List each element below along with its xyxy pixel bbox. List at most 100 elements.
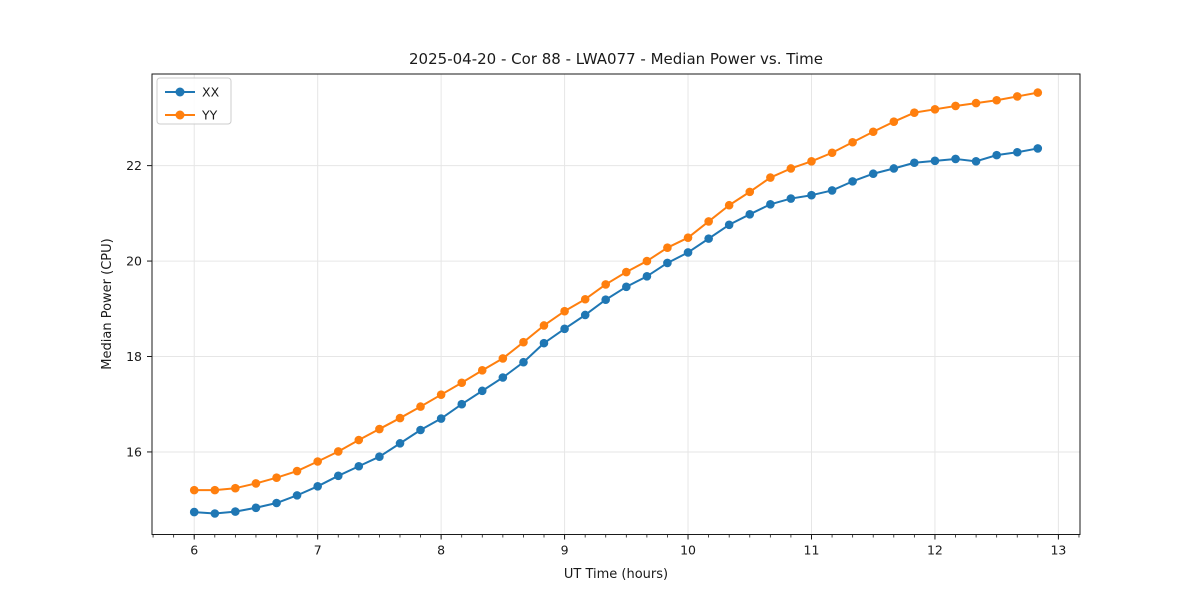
x-tick-label: 13 <box>1050 543 1066 558</box>
x-tick-label: 8 <box>437 543 445 558</box>
legend-label-XX: XX <box>202 85 220 100</box>
data-point-XX <box>313 482 322 491</box>
chart-title: 2025-04-20 - Cor 88 - LWA077 - Median Po… <box>409 50 823 68</box>
x-tick-label: 6 <box>190 543 198 558</box>
y-axis-label: Median Power (CPU) <box>100 238 115 369</box>
data-point-XX <box>642 272 652 281</box>
data-point-XX <box>848 177 857 186</box>
data-point-XX <box>210 509 220 518</box>
legend-marker-XX <box>175 87 185 97</box>
data-point-YY <box>539 321 549 330</box>
data-point-XX <box>601 295 610 305</box>
data-point-YY <box>992 95 1001 105</box>
data-point-YY <box>498 354 508 363</box>
data-point-XX <box>272 498 281 508</box>
data-point-XX <box>580 310 590 320</box>
legend-label-YY: YY <box>201 108 218 123</box>
y-tick-label: 20 <box>126 254 142 269</box>
y-tick-label: 16 <box>126 444 142 459</box>
data-point-YY <box>375 424 384 434</box>
x-tick-label: 9 <box>561 543 569 558</box>
data-point-XX <box>951 154 960 164</box>
x-tick-label: 10 <box>680 543 696 558</box>
data-point-YY <box>519 337 528 347</box>
data-point-XX <box>560 324 569 334</box>
data-point-YY <box>354 435 364 445</box>
y-tick-label: 22 <box>126 158 142 173</box>
plot-area: 6 7 8 9 10 11 12 13 16 18 20 22 XX YY <box>126 73 1081 558</box>
data-point-YY <box>333 447 343 456</box>
data-point-XX <box>622 282 631 292</box>
data-point-YY <box>457 378 467 388</box>
data-point-XX <box>868 169 878 179</box>
data-point-YY <box>807 157 816 166</box>
data-point-YY <box>601 280 610 289</box>
data-point-XX <box>333 471 343 481</box>
data-point-XX <box>971 157 981 166</box>
data-point-XX <box>992 150 1001 160</box>
data-point-YY <box>1012 92 1022 101</box>
legend-box <box>156 77 232 125</box>
data-point-XX <box>189 507 199 517</box>
data-point-XX <box>807 190 816 200</box>
data-point-YY <box>951 101 960 111</box>
data-point-XX <box>930 156 940 166</box>
data-point-YY <box>416 402 425 411</box>
data-point-XX <box>436 414 446 423</box>
data-point-XX <box>477 386 487 396</box>
plot-frame <box>151 73 1081 535</box>
data-point-XX <box>375 452 384 462</box>
data-point-YY <box>868 127 878 137</box>
x-tick-label: 12 <box>927 543 943 558</box>
x-axis-label: UT Time (hours) <box>564 567 668 582</box>
data-point-YY <box>724 200 734 210</box>
data-point-XX <box>251 503 261 513</box>
data-point-XX <box>786 194 796 203</box>
data-point-XX <box>519 357 528 367</box>
data-point-YY <box>827 148 837 158</box>
data-point-YY <box>683 233 693 242</box>
data-point-YY <box>642 256 652 266</box>
data-point-XX <box>745 209 755 219</box>
x-tick-label: 7 <box>314 543 322 558</box>
data-point-YY <box>622 267 631 277</box>
data-point-XX <box>416 425 425 435</box>
x-tick-label: 11 <box>804 543 820 558</box>
data-point-YY <box>395 413 405 423</box>
data-point-XX <box>766 199 775 209</box>
data-point-YY <box>313 457 322 466</box>
y-tick-label: 18 <box>126 349 142 364</box>
data-point-YY <box>745 187 755 197</box>
data-point-YY <box>766 173 775 182</box>
data-point-YY <box>663 243 672 253</box>
data-point-YY <box>560 306 569 316</box>
data-point-YY <box>786 164 796 173</box>
data-point-XX <box>910 158 919 168</box>
legend-marker-YY <box>175 110 185 120</box>
data-point-YY <box>910 108 919 117</box>
data-point-YY <box>930 105 940 114</box>
data-point-YY <box>189 485 199 495</box>
data-point-XX <box>292 491 302 500</box>
data-point-YY <box>889 117 899 127</box>
data-point-XX <box>395 439 405 448</box>
data-point-XX <box>704 234 713 243</box>
data-point-XX <box>457 399 467 409</box>
data-point-YY <box>251 479 261 488</box>
data-point-YY <box>971 98 981 108</box>
data-point-XX <box>354 461 364 471</box>
data-point-XX <box>231 507 240 516</box>
data-point-XX <box>498 373 508 382</box>
data-point-YY <box>477 366 487 375</box>
data-point-YY <box>1033 88 1043 97</box>
data-point-XX <box>724 220 734 230</box>
data-point-YY <box>436 390 446 399</box>
data-point-XX <box>683 248 693 257</box>
data-point-XX <box>663 258 672 268</box>
data-point-YY <box>272 473 281 483</box>
data-point-YY <box>210 485 220 495</box>
data-point-YY <box>292 466 302 476</box>
data-point-XX <box>539 338 549 348</box>
